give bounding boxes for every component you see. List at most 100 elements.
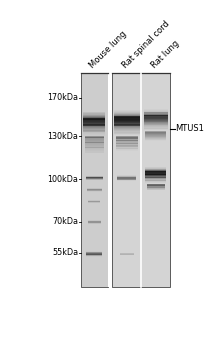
Bar: [116, 138, 138, 139]
Bar: [114, 125, 140, 126]
Bar: [83, 125, 106, 126]
Bar: [114, 130, 140, 131]
Bar: [145, 134, 166, 135]
Bar: [117, 179, 136, 180]
Bar: [114, 127, 140, 128]
Bar: [83, 131, 106, 132]
Bar: [147, 189, 165, 190]
Bar: [114, 118, 140, 119]
Bar: [85, 145, 104, 146]
Bar: [117, 176, 136, 177]
Bar: [114, 132, 140, 133]
Bar: [116, 150, 138, 151]
Bar: [116, 145, 138, 146]
Bar: [144, 122, 168, 123]
Bar: [114, 116, 140, 117]
Bar: [114, 126, 140, 127]
Bar: [116, 142, 138, 143]
Bar: [116, 137, 138, 138]
Bar: [116, 141, 138, 142]
Bar: [145, 131, 166, 132]
Bar: [83, 119, 106, 120]
Bar: [147, 189, 165, 190]
Bar: [147, 187, 165, 188]
Bar: [145, 133, 166, 134]
Bar: [83, 127, 106, 128]
Bar: [116, 142, 138, 144]
Bar: [83, 121, 106, 122]
Bar: [114, 110, 140, 111]
Bar: [114, 129, 140, 130]
Text: Mouse lung: Mouse lung: [88, 29, 129, 70]
Bar: [85, 152, 104, 153]
Text: 170kDa: 170kDa: [47, 93, 78, 102]
Bar: [116, 140, 138, 141]
Bar: [145, 138, 166, 139]
Bar: [85, 142, 104, 144]
Bar: [85, 138, 104, 139]
Bar: [114, 133, 140, 134]
Bar: [147, 186, 165, 187]
Bar: [83, 119, 106, 120]
Bar: [116, 143, 138, 144]
Bar: [145, 139, 166, 140]
Bar: [85, 144, 104, 145]
Bar: [145, 168, 166, 169]
Bar: [114, 121, 140, 122]
Bar: [85, 140, 104, 141]
Bar: [145, 178, 166, 179]
Bar: [145, 174, 166, 175]
Bar: [144, 121, 168, 122]
Bar: [147, 186, 165, 187]
Bar: [85, 151, 104, 152]
Bar: [114, 133, 140, 134]
Bar: [145, 134, 166, 135]
Bar: [144, 116, 168, 117]
Bar: [147, 186, 165, 187]
Bar: [85, 141, 104, 142]
Bar: [83, 117, 106, 118]
Bar: [147, 185, 165, 186]
Bar: [85, 139, 104, 140]
Bar: [116, 146, 138, 147]
Bar: [145, 136, 166, 138]
Bar: [147, 189, 165, 190]
Bar: [81, 73, 108, 287]
Bar: [117, 175, 136, 176]
Bar: [83, 132, 106, 133]
Bar: [145, 137, 166, 138]
Bar: [117, 180, 136, 181]
Bar: [114, 111, 140, 112]
Bar: [83, 135, 106, 136]
Bar: [117, 180, 136, 181]
Bar: [85, 136, 104, 138]
Bar: [83, 128, 106, 129]
Bar: [145, 181, 166, 182]
Bar: [144, 116, 168, 117]
Bar: [144, 113, 168, 114]
Bar: [145, 132, 166, 133]
Bar: [116, 146, 138, 147]
Bar: [147, 184, 165, 185]
Bar: [116, 140, 138, 141]
Bar: [145, 168, 166, 169]
Bar: [145, 182, 166, 183]
Bar: [83, 112, 106, 113]
Bar: [144, 120, 168, 121]
Bar: [145, 169, 166, 170]
Text: 55kDa: 55kDa: [52, 248, 78, 258]
Bar: [144, 126, 168, 127]
Bar: [114, 113, 140, 114]
Bar: [114, 112, 140, 113]
Bar: [116, 149, 138, 150]
Bar: [145, 180, 166, 181]
Bar: [147, 185, 165, 186]
Bar: [83, 129, 106, 130]
Bar: [144, 117, 168, 118]
Bar: [145, 136, 166, 137]
Bar: [144, 121, 168, 122]
Bar: [116, 144, 138, 145]
Bar: [83, 134, 106, 135]
Bar: [85, 141, 104, 142]
Bar: [145, 135, 166, 136]
